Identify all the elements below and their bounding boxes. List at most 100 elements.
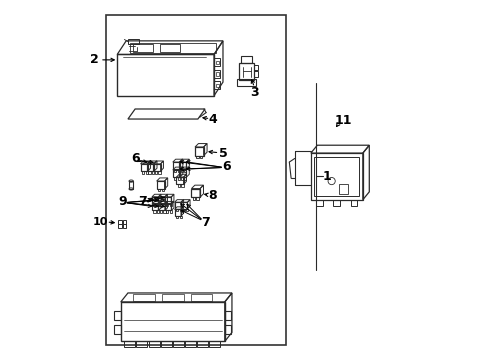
Bar [174,210,181,216]
Bar [196,156,198,158]
Bar [153,203,155,206]
Bar [169,203,172,206]
Bar [316,200,322,206]
Bar [200,156,202,158]
Text: 5: 5 [218,147,227,159]
Text: 4: 4 [208,113,217,126]
Bar [157,203,159,206]
Bar [224,311,231,320]
Bar [314,157,359,196]
Text: 2: 2 [90,53,99,66]
Bar [190,294,212,301]
Bar [172,170,180,177]
Bar [118,220,122,224]
Bar [214,58,220,66]
Bar [184,177,186,180]
Bar [147,164,154,171]
Bar [122,225,126,228]
Bar [215,60,218,64]
Bar [172,341,183,347]
Bar [254,71,258,77]
Bar [191,189,200,197]
Bar [152,197,158,203]
Bar [122,220,126,224]
Bar [215,72,218,76]
Text: 8: 8 [208,189,217,202]
Text: 7: 7 [200,216,209,229]
Text: 9: 9 [118,195,126,208]
Bar [214,70,220,78]
Bar [182,209,184,211]
Bar [178,184,180,187]
Bar [174,202,181,209]
Bar [153,211,155,213]
Bar [310,153,362,200]
Bar [158,189,160,192]
Bar [197,341,207,347]
Bar [166,211,168,213]
Bar [181,184,183,187]
Text: 7: 7 [138,195,146,208]
Bar [160,203,162,206]
Bar [133,44,153,51]
Bar [179,162,186,169]
Bar [181,202,187,209]
Bar [350,200,356,206]
Bar [162,189,163,192]
Bar [128,40,139,44]
Bar [184,169,186,172]
Bar [163,203,165,206]
Bar [160,44,180,51]
Bar [214,81,220,89]
Bar [339,184,347,194]
Bar [152,171,154,174]
Bar [333,200,339,206]
Bar [178,169,180,172]
Bar [178,177,180,180]
Bar [209,341,220,347]
Bar [161,341,171,347]
Bar [180,177,183,180]
Bar [136,341,147,347]
Bar [176,209,178,211]
Bar [179,216,182,219]
Bar [129,181,133,189]
Bar [158,204,164,211]
Bar [118,225,122,228]
Text: 11: 11 [334,114,351,127]
Bar [113,325,121,334]
Bar [148,341,159,347]
Bar [179,170,186,177]
Bar [155,171,157,174]
Bar [129,43,215,53]
Bar [172,162,180,169]
Text: 6: 6 [222,160,230,173]
Bar [237,79,255,86]
Bar [106,15,285,345]
Bar [121,302,224,341]
Bar [158,197,164,203]
Text: 1: 1 [322,170,331,183]
Bar [164,204,171,211]
Bar [174,177,176,180]
Bar [145,171,147,174]
Bar [184,341,196,347]
Bar [239,63,254,80]
Bar [215,84,218,87]
Bar [166,203,168,206]
Bar [153,164,160,171]
Bar [254,64,258,69]
Bar [176,216,178,219]
Bar [160,211,162,213]
Bar [224,325,231,334]
Text: 3: 3 [250,86,258,99]
Bar [195,147,203,156]
Bar [158,171,160,174]
Text: 10: 10 [92,217,108,227]
Bar [180,169,183,172]
Bar [196,197,198,200]
Bar [140,164,147,171]
Bar [148,171,150,174]
Bar [163,211,165,213]
Bar [117,54,214,96]
